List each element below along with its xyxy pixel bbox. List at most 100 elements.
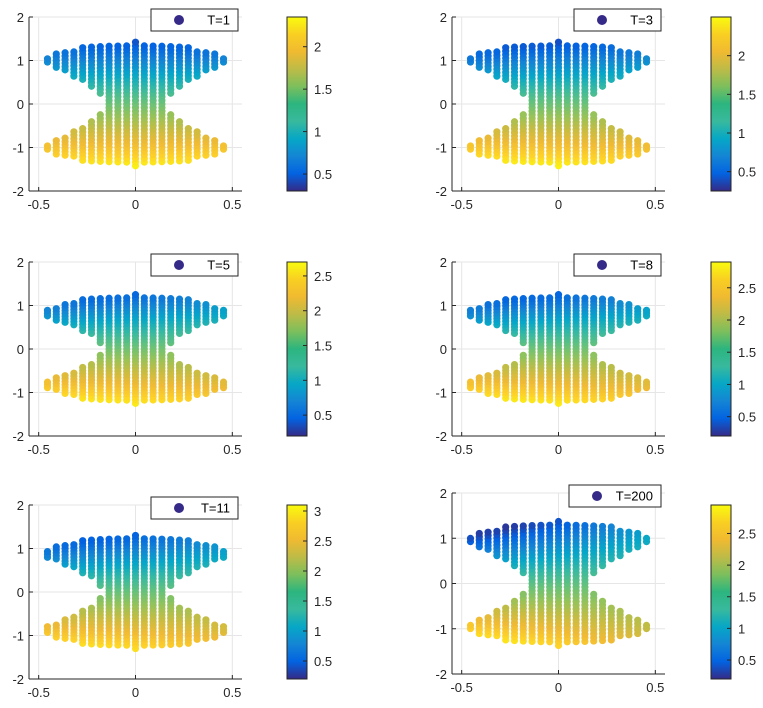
scatter-point <box>493 128 501 136</box>
y-tick-label: 1 <box>17 54 24 69</box>
x-tick-label: -0.5 <box>27 685 49 700</box>
y-tick-label: -1 <box>435 386 447 401</box>
scatter-point <box>625 300 633 309</box>
scatter-point <box>502 44 510 52</box>
data-points <box>466 291 651 407</box>
scatter-point <box>219 623 228 631</box>
data-points <box>43 531 228 653</box>
scatter-point <box>546 42 554 50</box>
scatter-point <box>175 43 184 51</box>
scatter-point <box>193 541 201 549</box>
legend-label: T=200 <box>616 489 653 504</box>
scatter-point <box>510 118 519 126</box>
scatter-point <box>590 522 598 530</box>
x-tick-label: 0.5 <box>223 685 241 700</box>
y-tick-label: 0 <box>17 342 24 357</box>
scatter-point <box>598 597 607 605</box>
data-points <box>43 38 228 170</box>
scatter-point <box>61 300 69 309</box>
y-tick-label: 0 <box>440 97 447 112</box>
scatter-point <box>528 294 536 302</box>
scatter-point <box>642 306 651 314</box>
scatter-point <box>484 300 492 309</box>
scatter-point <box>87 118 96 126</box>
scatter-point <box>607 363 615 372</box>
colorbar-tick-label: 2 <box>314 304 321 319</box>
scatter-point <box>598 118 607 126</box>
scatter-point <box>52 621 60 629</box>
colorbar-tick-label: 2.5 <box>738 526 756 541</box>
legend-label: T=3 <box>630 13 653 28</box>
scatter-point <box>131 38 140 46</box>
colorbar-tick-label: 2 <box>738 313 745 328</box>
y-tick-label: 2 <box>17 10 24 25</box>
scatter-point <box>211 137 219 145</box>
x-tick-label: 0.5 <box>223 197 241 212</box>
legend-label: T=11 <box>201 501 230 516</box>
scatter-point <box>493 369 501 377</box>
legend-box <box>573 8 662 32</box>
colorbar-tick-label: 2 <box>314 40 321 55</box>
scatter-point <box>502 363 510 372</box>
scatter-point <box>519 295 527 303</box>
scatter-point <box>43 306 52 314</box>
scatter-point <box>167 111 175 119</box>
scatter-point <box>140 42 148 50</box>
scatter-point <box>625 528 633 536</box>
scatter-point <box>105 42 113 50</box>
scatter-point <box>211 543 219 551</box>
y-tick-label: 1 <box>440 299 447 314</box>
panel-1: -0.5 0 0.5 -2 -1 0 1 2 T=1 0.5 1 1.5 2 <box>12 8 332 212</box>
colorbar-tick-label: 0.5 <box>738 410 756 425</box>
scatter-point <box>184 363 192 372</box>
scatter-point <box>546 521 554 529</box>
scatter-point <box>502 604 510 612</box>
y-tick-label: 1 <box>17 542 24 557</box>
scatter-point <box>634 305 642 313</box>
scatter-point <box>537 294 545 302</box>
panel-4: -0.5 0 0.5 -2 -1 0 1 2 T=8 0.5 1 1.5 2 2.5 <box>435 253 756 457</box>
scatter-point <box>590 111 598 119</box>
scatter-point <box>105 294 113 302</box>
scatter-point <box>184 537 192 545</box>
colorbar-tick-label: 1 <box>738 126 745 141</box>
colorbar-tick-label: 2 <box>314 564 321 579</box>
scatter-point <box>43 378 52 386</box>
colorbar-tick-label: 0.5 <box>314 167 332 182</box>
scatter-point <box>114 535 122 543</box>
scatter-point <box>616 128 624 136</box>
scatter-point <box>61 49 69 57</box>
scatter-point <box>590 590 598 598</box>
colorbar <box>286 261 308 437</box>
scatter-point <box>149 42 157 50</box>
colorbar-tick-label: 2 <box>738 49 745 64</box>
scatter-point <box>616 369 624 377</box>
scatter-point <box>493 48 501 56</box>
scatter-point <box>466 306 475 314</box>
colorbar <box>710 504 732 680</box>
scatter-point <box>140 535 148 543</box>
scatter-point <box>52 374 60 382</box>
y-tick-label: 2 <box>17 498 24 513</box>
colorbar-tick-label: 2.5 <box>738 281 756 296</box>
x-tick-label: -0.5 <box>27 197 49 212</box>
panel-6: -0.5 0 0.5 -2 -1 0 1 2 T=200 0.5 1 1.5 2 2.5 <box>435 484 756 695</box>
scatter-point <box>70 48 78 56</box>
panel-5: -0.5 0 0.5 -2 -1 0 1 2 T=11 0.5 1 1.5 2 2.5 3 <box>12 496 332 700</box>
colorbar-tick-label: 1 <box>314 125 321 140</box>
scatter-point <box>484 372 492 380</box>
scatter-point <box>131 531 140 540</box>
scatter-point <box>202 300 210 309</box>
colorbar-tick-label: 2 <box>738 558 745 573</box>
scatter-point <box>123 294 131 302</box>
scatter-point <box>510 522 519 531</box>
scatter-point <box>149 535 157 543</box>
scatter-point <box>193 128 201 136</box>
scatter-point <box>87 295 96 303</box>
scatter-point <box>642 534 651 542</box>
colorbar-tick-label: 0.5 <box>314 654 332 669</box>
scatter-point <box>131 291 140 299</box>
y-tick-label: -1 <box>12 629 24 644</box>
scatter-point <box>167 594 175 603</box>
scatter-point <box>642 621 651 629</box>
